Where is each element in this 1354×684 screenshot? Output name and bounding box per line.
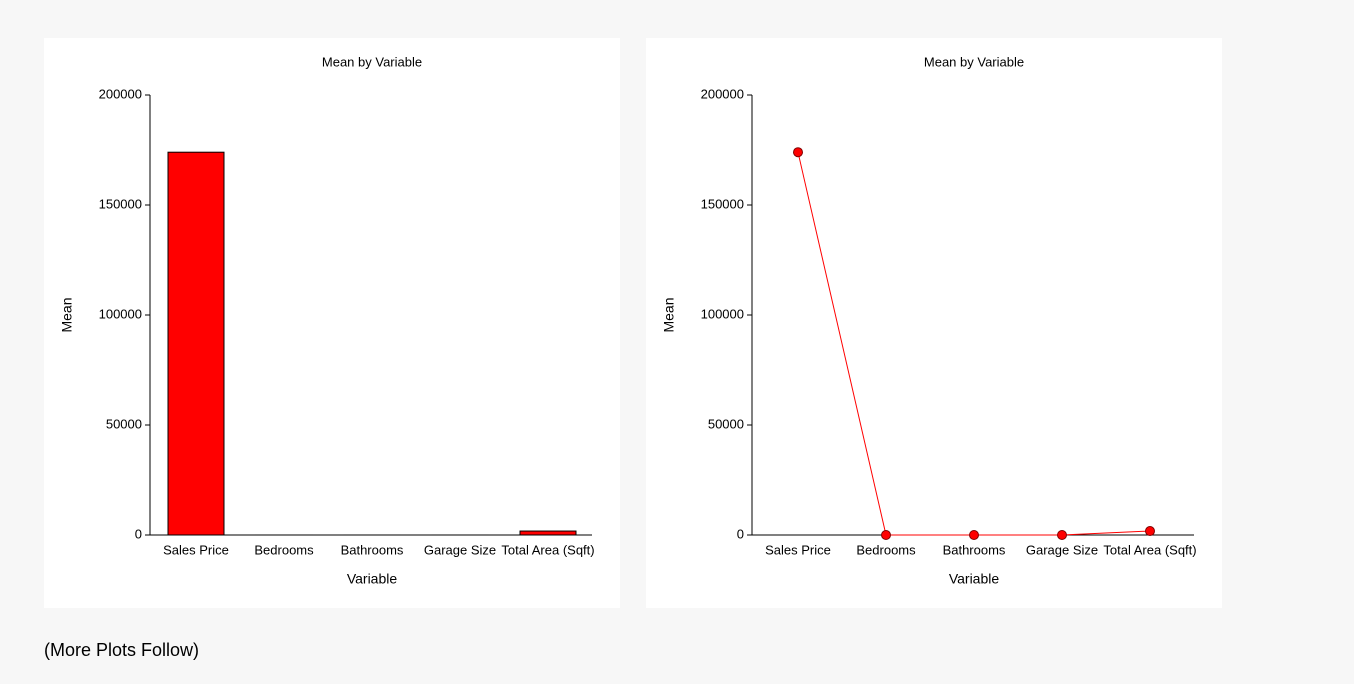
chart-panel: Mean by Variable Variable Mean 0 50000 100000… — [646, 38, 1222, 608]
y-tick-label: 150000 — [99, 196, 142, 211]
line — [797, 152, 1151, 536]
x-tick-label: Bedrooms — [254, 542, 314, 557]
point — [969, 529, 979, 540]
y-tick-label: 200000 — [99, 86, 142, 101]
point — [1145, 526, 1155, 537]
x-tick-label: Garage Size — [424, 542, 496, 557]
x-tick-label: Bathrooms — [943, 542, 1006, 557]
y-tick-label: 100000 — [99, 306, 142, 321]
y-tick-label: 200000 — [701, 86, 744, 101]
y-tick-label: 0 — [737, 526, 744, 541]
point — [1057, 529, 1067, 540]
point — [881, 529, 891, 540]
chart-title: Mean by Variable — [322, 54, 422, 69]
y-axis-label: Mean — [59, 297, 75, 332]
x-tick-label: Garage Size — [1026, 542, 1098, 557]
x-tick-label: Total Area (Sqft) — [1103, 542, 1196, 557]
x-tick-label: Sales Price — [163, 542, 229, 557]
y-tick-label: 150000 — [701, 196, 744, 211]
y-tick-label: 50000 — [106, 416, 142, 431]
footer-note: (More Plots Follow) — [44, 640, 200, 660]
chart-title: Mean by Variable — [924, 54, 1024, 69]
bar — [167, 151, 225, 536]
x-axis-label: Variable — [347, 571, 398, 587]
point — [793, 147, 803, 158]
chart-panel: Mean by Variable Variable Mean 0 50000 100000… — [44, 38, 620, 608]
y-tick-label: 50000 — [708, 416, 744, 431]
x-axis-label: Variable — [949, 571, 1000, 587]
y-tick-label: 0 — [135, 526, 142, 541]
x-tick-label: Total Area (Sqft) — [501, 542, 594, 557]
y-tick-label: 100000 — [701, 306, 744, 321]
y-axis-label: Mean — [661, 297, 677, 332]
x-tick-label: Bathrooms — [341, 542, 404, 557]
x-tick-label: Bedrooms — [856, 542, 916, 557]
bar — [519, 530, 577, 536]
x-tick-label: Sales Price — [765, 542, 831, 557]
